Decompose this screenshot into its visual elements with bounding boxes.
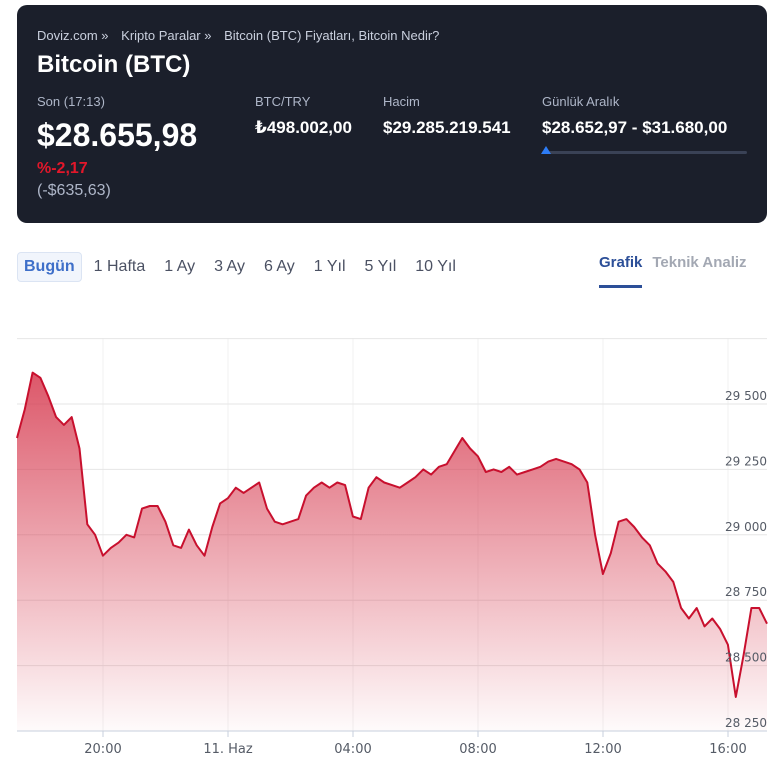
period-selector: Bugün 1 Hafta 1 Ay 3 Ay 6 Ay 1 Yıl 5 Yıl… (17, 252, 468, 282)
volume-value: $29.285.219.541 (383, 118, 511, 137)
period-10-years[interactable]: 10 Yıl (415, 258, 456, 275)
view-tabs: Grafik Teknik Analiz (599, 254, 757, 288)
btc-try-label: BTC/TRY (255, 94, 311, 109)
y-tick-label: 29 250 (725, 454, 767, 468)
period-5-years[interactable]: 5 Yıl (364, 258, 397, 275)
tab-technical-analysis[interactable]: Teknik Analiz (652, 254, 747, 271)
last-price-label: Son (17:13) (37, 94, 105, 109)
price-area-fill (17, 372, 767, 731)
period-today[interactable]: Bugün (17, 252, 82, 282)
y-tick-label: 28 250 (725, 716, 767, 730)
daily-range-label: Günlük Aralık (542, 94, 620, 109)
x-tick-label: 20:00 (84, 742, 121, 757)
daily-range-bar (542, 151, 747, 154)
period-3-months[interactable]: 3 Ay (214, 258, 245, 275)
y-tick-label: 28 500 (725, 651, 767, 665)
x-tick-label: 04:00 (334, 742, 371, 757)
asset-header-card: Doviz.com » Kripto Paralar » Bitcoin (BT… (17, 5, 767, 223)
breadcrumb-current[interactable]: Bitcoin (BTC) Fiyatları, Bitcoin Nedir? (224, 28, 440, 43)
period-6-months[interactable]: 6 Ay (263, 258, 295, 275)
period-1-month[interactable]: 1 Ay (164, 258, 196, 275)
btc-try-value: ₺498.002,00 (255, 118, 352, 137)
page-title: Bitcoin (BTC) (37, 51, 191, 78)
period-1-year[interactable]: 1 Yıl (313, 258, 346, 275)
x-tick-label: 11. Haz (203, 742, 253, 757)
tab-chart[interactable]: Grafik (599, 254, 643, 288)
x-axis-labels: 20:00 11. Haz 04:00 08:00 12:00 16:00 (84, 731, 747, 757)
change-absolute: (-$635,63) (37, 182, 111, 199)
breadcrumb-crypto[interactable]: Kripto Paralar » (121, 28, 212, 43)
y-tick-label: 29 000 (725, 520, 767, 534)
price-chart[interactable]: 28 250 28 500 28 750 29 000 29 250 29 500 20:… (0, 320, 780, 761)
volume-label: Hacim (383, 94, 420, 109)
period-1-week[interactable]: 1 Hafta (93, 258, 146, 275)
price-line (16, 371, 768, 698)
x-tick-label: 12:00 (584, 742, 621, 757)
y-axis-labels: 28 250 28 500 28 750 29 000 29 250 29 500 (725, 389, 767, 730)
breadcrumb: Doviz.com » Kripto Paralar » Bitcoin (BT… (37, 28, 448, 43)
last-price-value: $28.655,98 (37, 117, 198, 153)
daily-range-value: $28.652,97 - $31.680,00 (542, 118, 728, 137)
x-tick-label: 08:00 (459, 742, 496, 757)
y-tick-label: 29 500 (725, 389, 767, 403)
range-position-marker-icon (541, 146, 551, 154)
change-percent: %-2,17 (37, 160, 88, 177)
y-tick-label: 28 750 (725, 585, 767, 599)
x-tick-label: 16:00 (709, 742, 746, 757)
breadcrumb-home[interactable]: Doviz.com » (37, 28, 109, 43)
